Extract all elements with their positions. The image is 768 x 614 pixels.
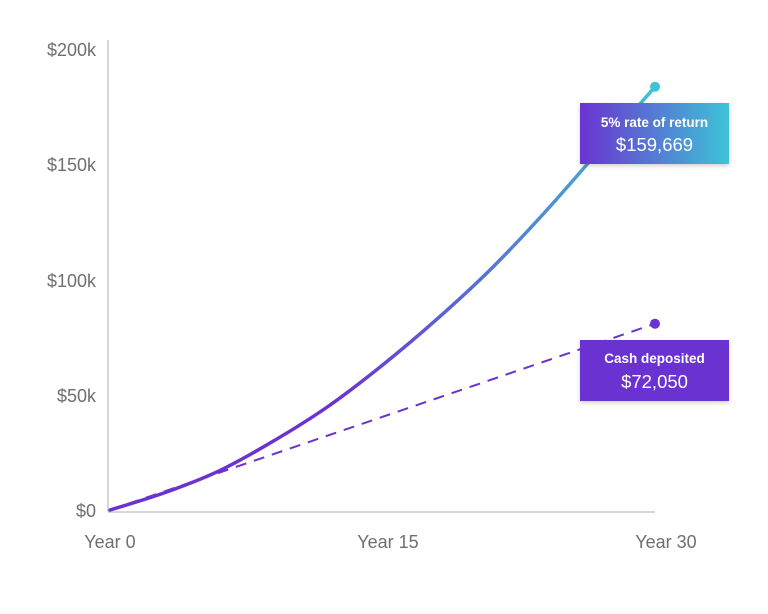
callout-value: $159,669 [616,134,693,155]
cash-deposited-endpoint [650,318,660,329]
callout-title: Cash deposited [604,351,705,366]
x-tick-label: Year 15 [357,532,418,552]
x-tick-label: Year 0 [84,532,135,552]
rate-of-return-callout: 5% rate of return $159,669 [580,103,729,164]
y-tick-label: $50k [57,386,97,406]
y-tick-label: $0 [76,501,96,521]
callout-value: $72,050 [621,371,688,392]
rate-of-return-endpoint [650,81,660,92]
y-tick-label: $200k [47,40,97,60]
y-tick-label: $100k [47,271,97,291]
callout-title: 5% rate of return [601,115,708,130]
cash-deposited-callout: Cash deposited $72,050 [580,340,729,401]
rate-of-return-line [108,85,657,512]
y-tick-label: $150k [47,155,97,175]
x-tick-label: Year 30 [635,532,696,552]
